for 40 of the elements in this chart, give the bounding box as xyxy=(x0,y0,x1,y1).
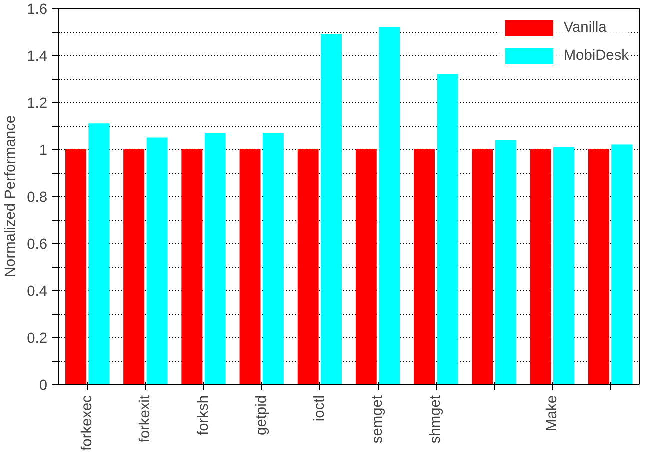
y-tick-label: 0.6 xyxy=(27,237,48,253)
bar xyxy=(379,27,400,384)
bar xyxy=(612,144,633,384)
y-tick-label: 0 xyxy=(39,378,48,394)
bar xyxy=(554,147,574,384)
bar xyxy=(146,138,168,384)
bar xyxy=(495,140,516,384)
bar xyxy=(588,150,610,384)
bar xyxy=(356,150,377,384)
x-tick-label: forkexec xyxy=(80,396,96,451)
y-tick-label: 0.2 xyxy=(27,331,48,347)
x-tick-label: ioctl xyxy=(312,395,328,422)
y-tick-label: 0.4 xyxy=(27,284,48,300)
bar xyxy=(182,150,203,384)
bar xyxy=(321,34,342,384)
y-tick-label: 1.6 xyxy=(27,2,48,18)
x-tick-label: getpid xyxy=(254,395,270,436)
legend-label: MobiDesk xyxy=(564,48,629,64)
y-axis-title: Normalized Performance xyxy=(3,115,20,278)
bar xyxy=(240,150,261,384)
bar xyxy=(124,150,144,384)
y-tick-label: 0.8 xyxy=(27,190,48,206)
x-tick-label: Make xyxy=(544,395,560,432)
bar xyxy=(414,150,435,384)
x-tick-label: shmget xyxy=(428,396,444,444)
x-tick-label: forkexit xyxy=(138,395,154,443)
bar xyxy=(530,150,552,384)
bar xyxy=(65,150,86,384)
y-tick-label: 1.4 xyxy=(27,49,48,65)
y-tick-label: 1 xyxy=(39,143,48,159)
bar xyxy=(204,133,226,384)
x-tick-label: forksh xyxy=(196,395,212,436)
legend-label: Vanilla xyxy=(564,20,607,36)
bar xyxy=(472,150,494,384)
bar xyxy=(437,74,458,384)
bar xyxy=(263,133,284,384)
bar xyxy=(88,124,110,384)
x-tick-label: semget xyxy=(370,396,386,444)
bar xyxy=(298,150,319,384)
y-tick-label: 1.2 xyxy=(27,96,48,112)
